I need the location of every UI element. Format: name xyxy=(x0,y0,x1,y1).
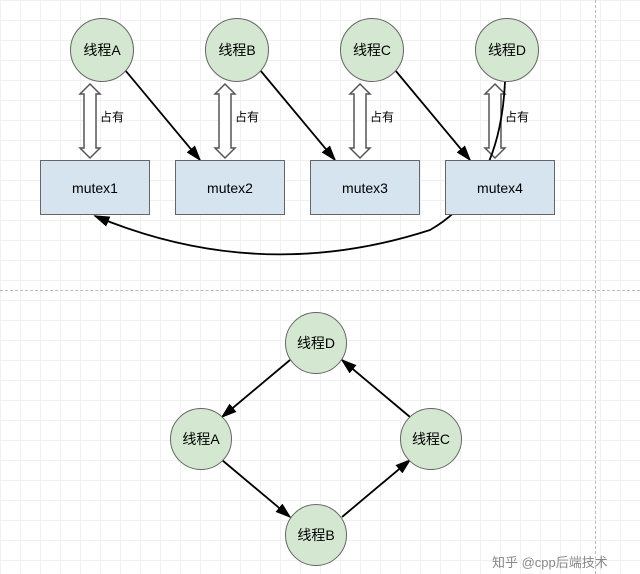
own-label: 占有 xyxy=(370,108,394,125)
cycle-node-D: 线程D xyxy=(285,312,347,374)
cycle-node-B: 线程B xyxy=(285,504,347,566)
thread-node-C: 线程C xyxy=(340,18,404,82)
own-label: 占有 xyxy=(235,108,259,125)
cycle-node-C: 线程C xyxy=(400,408,462,470)
guide-vertical xyxy=(595,0,596,574)
mutex-box-m2: mutex2 xyxy=(175,160,285,215)
mutex-box-m3: mutex3 xyxy=(310,160,420,215)
watermark-text: 知乎 @cpp后端技术 xyxy=(492,552,608,571)
thread-node-B: 线程B xyxy=(205,18,269,82)
own-label: 占有 xyxy=(100,108,124,125)
guide-horizontal xyxy=(0,290,640,291)
thread-node-D: 线程D xyxy=(475,18,539,82)
own-label: 占有 xyxy=(505,108,529,125)
mutex-box-m1: mutex1 xyxy=(40,160,150,215)
cycle-node-A: 线程A xyxy=(170,408,232,470)
grid-background xyxy=(0,0,640,574)
mutex-box-m4: mutex4 xyxy=(445,160,555,215)
thread-node-A: 线程A xyxy=(70,18,134,82)
